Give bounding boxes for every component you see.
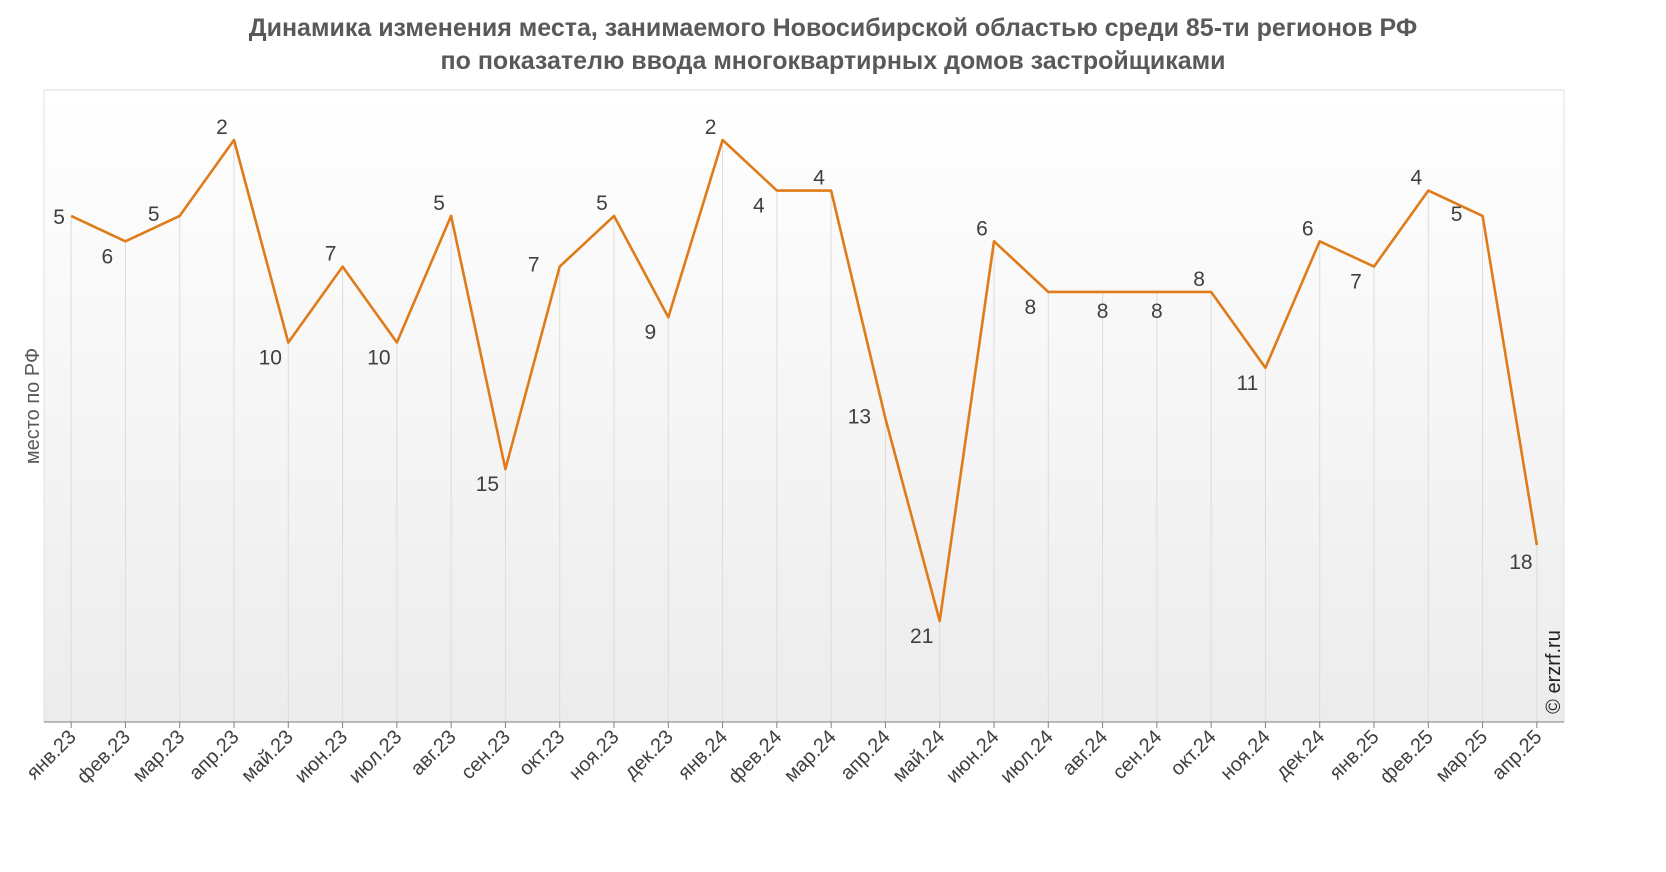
x-tick-label: мар.23 [129,726,190,787]
vertical-gridlines [70,140,1538,722]
x-tick-label: авг.23 [407,726,461,780]
x-tick-label: мар.25 [1431,726,1492,787]
x-tick-label: июл.24 [996,726,1058,788]
data-label: 10 [259,347,282,370]
data-label: 6 [102,245,114,268]
data-label: 7 [1350,271,1362,294]
series-line [70,138,1539,623]
data-label: 2 [705,116,717,139]
x-tick-label: сен.24 [1108,726,1166,784]
data-label: 8 [1193,268,1205,291]
chart-title: Динамика изменения места, занимаемого Но… [0,12,1666,78]
data-label: 7 [325,243,337,266]
x-tick-label: июн.23 [291,726,353,788]
data-label: 5 [148,203,160,226]
data-label: 4 [813,167,825,190]
source-credit: © erzrf.ru [1543,630,1565,714]
x-tick-label: дек.23 [620,726,678,784]
x-tick-label: окт.23 [515,726,569,780]
x-axis-tick-labels: янв.23фев.23мар.23апр.23май.23июн.23июл.… [22,726,1546,788]
y-axis-label: место по РФ [22,348,44,464]
x-tick-label: окт.24 [1166,726,1220,780]
x-tick-label: ноя.24 [1216,726,1275,785]
x-tick-label: май.24 [889,726,950,787]
x-tick-label: мар.24 [780,726,841,787]
data-label: 2 [216,116,228,139]
data-label: 13 [848,406,871,429]
x-tick-label: янв.25 [1325,726,1383,784]
x-tick-label: сен.23 [457,726,515,784]
data-label: 5 [433,192,445,215]
x-tick-label: фев.25 [1376,726,1438,788]
data-label: 8 [1151,300,1163,323]
data-label: 21 [910,625,933,648]
x-tick-label: апр.25 [1488,726,1547,785]
x-tick-label: июл.23 [345,726,407,788]
x-tick-label: фев.23 [73,726,135,788]
x-tick-label: дек.24 [1272,726,1330,784]
plot-area [44,90,1564,722]
data-labels: 5 6 5 2 10 7 10 5 15 7 5 9 2 4 4 13 21 6 8 8 8 8 11 6 7 4 5 18 [53,116,1532,648]
data-label: 5 [53,206,65,229]
x-tick-label: янв.24 [674,726,732,784]
data-label: 5 [1451,203,1463,226]
data-label: 8 [1097,300,1109,323]
x-tick-label: май.23 [237,726,298,787]
data-label: 4 [753,195,765,218]
chart-title-line-2: по показателю ввода многоквартирных домо… [440,47,1226,75]
data-label: 6 [976,217,988,240]
data-label: 9 [644,321,656,344]
x-tick-label: ноя.23 [565,726,624,785]
data-label: 7 [528,254,540,277]
data-label: 4 [1410,167,1422,190]
data-label: 15 [476,473,499,496]
data-label: 6 [1302,217,1314,240]
data-label: 18 [1509,551,1532,574]
data-label: 8 [1024,296,1036,319]
data-label: 11 [1236,372,1258,395]
x-tick-label: янв.23 [22,726,80,784]
x-tick-label: фев.24 [724,726,786,788]
data-label: 5 [596,192,608,215]
x-tick-label: апр.23 [185,726,244,785]
x-tick-label: апр.24 [836,726,895,785]
chart-title-line-1: Динамика изменения места, занимаемого Но… [248,14,1418,42]
x-axis-ticks [70,722,1538,728]
x-tick-label: авг.24 [1058,726,1112,780]
data-label: 10 [367,347,390,370]
x-tick-label: июн.24 [942,726,1004,788]
